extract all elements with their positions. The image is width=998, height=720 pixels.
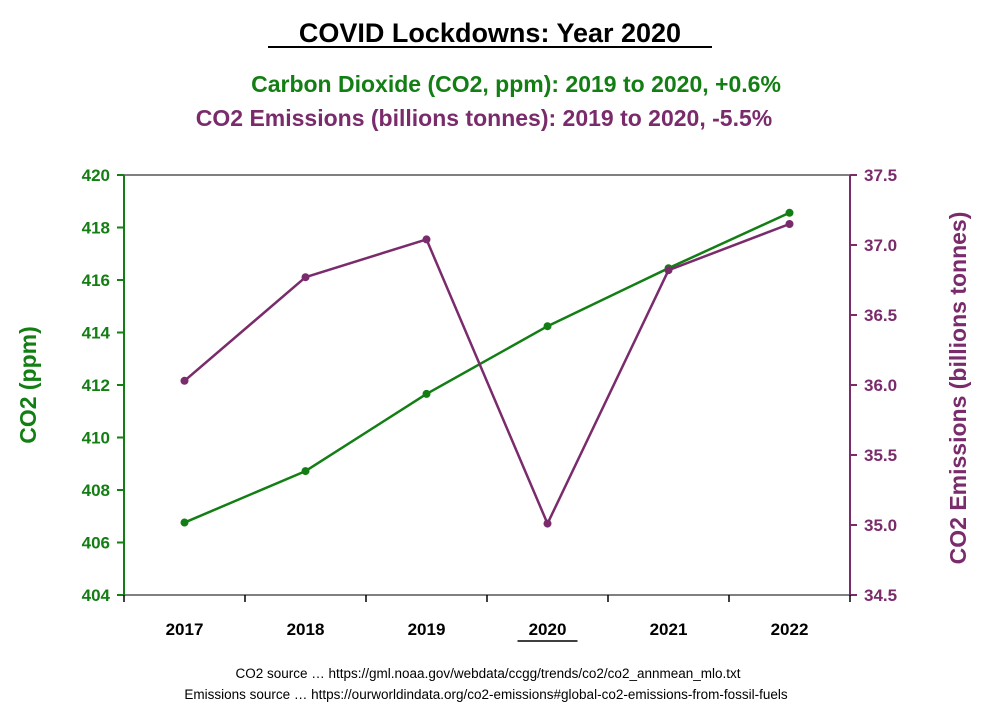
plot-frame xyxy=(123,174,851,596)
right-tick-label: 37.0 xyxy=(864,236,897,255)
right-axis-ticks: 34.5 35.0 35.5 36.0 36.5 37.0 37.5 xyxy=(850,166,897,605)
x-axis-ticks: 2017 2018 2019 2020 2021 2022 xyxy=(123,595,851,642)
left-axis-label: CO2 (ppm) xyxy=(15,326,41,444)
data-point-emissions xyxy=(422,235,431,244)
series-layer xyxy=(180,208,794,528)
chart-title: COVID Lockdowns: Year 2020 xyxy=(299,18,681,48)
left-tick-label: 416 xyxy=(82,271,110,290)
co2-source-note: CO2 source … https://gml.noaa.gov/webdat… xyxy=(235,666,740,681)
left-tick-label: 412 xyxy=(82,376,110,395)
data-point-emissions xyxy=(785,220,794,228)
data-point-emissions xyxy=(301,273,310,282)
left-tick-label: 404 xyxy=(82,586,111,605)
series-line-co2 xyxy=(184,211,791,524)
left-tick-label: 406 xyxy=(82,534,110,553)
left-tick-label: 420 xyxy=(82,166,110,185)
emissions-source-note: Emissions source … https://ourworldindat… xyxy=(184,687,787,702)
left-tick-label: 410 xyxy=(82,429,110,448)
data-point-co2 xyxy=(180,518,189,527)
left-tick-label: 408 xyxy=(82,481,110,500)
x-tick-label: 2022 xyxy=(771,620,809,639)
x-tick-label: 2020 xyxy=(529,620,567,639)
left-axis-ticks: 404 406 408 410 412 414 416 418 420 xyxy=(82,166,124,605)
left-tick-label: 418 xyxy=(82,219,110,238)
data-point-emissions xyxy=(664,266,673,275)
data-point-co2 xyxy=(785,208,794,217)
x-tick-label: 2019 xyxy=(408,620,446,639)
subtitle-co2: Carbon Dioxide (CO2, ppm): 2019 to 2020,… xyxy=(251,71,781,97)
right-tick-label: 35.0 xyxy=(864,516,897,535)
x-tick-label: 2017 xyxy=(166,620,204,639)
data-point-co2 xyxy=(422,389,431,398)
series-line-emissions xyxy=(183,222,790,525)
right-axis-label: CO2 Emissions (billions tonnes) xyxy=(945,212,971,565)
right-tick-label: 34.5 xyxy=(864,586,897,605)
data-point-co2 xyxy=(301,467,310,476)
left-tick-label: 414 xyxy=(82,324,111,343)
data-point-emissions xyxy=(180,376,189,385)
right-tick-label: 36.5 xyxy=(864,306,897,325)
right-tick-label: 37.5 xyxy=(864,166,897,185)
right-tick-label: 36.0 xyxy=(864,376,897,395)
data-point-co2 xyxy=(543,322,552,331)
x-tick-label: 2018 xyxy=(287,620,325,639)
data-point-emissions xyxy=(543,519,552,528)
x-tick-label: 2021 xyxy=(650,620,688,639)
right-tick-label: 35.5 xyxy=(864,446,897,465)
subtitle-emissions: CO2 Emissions (billions tonnes): 2019 to… xyxy=(196,105,772,131)
